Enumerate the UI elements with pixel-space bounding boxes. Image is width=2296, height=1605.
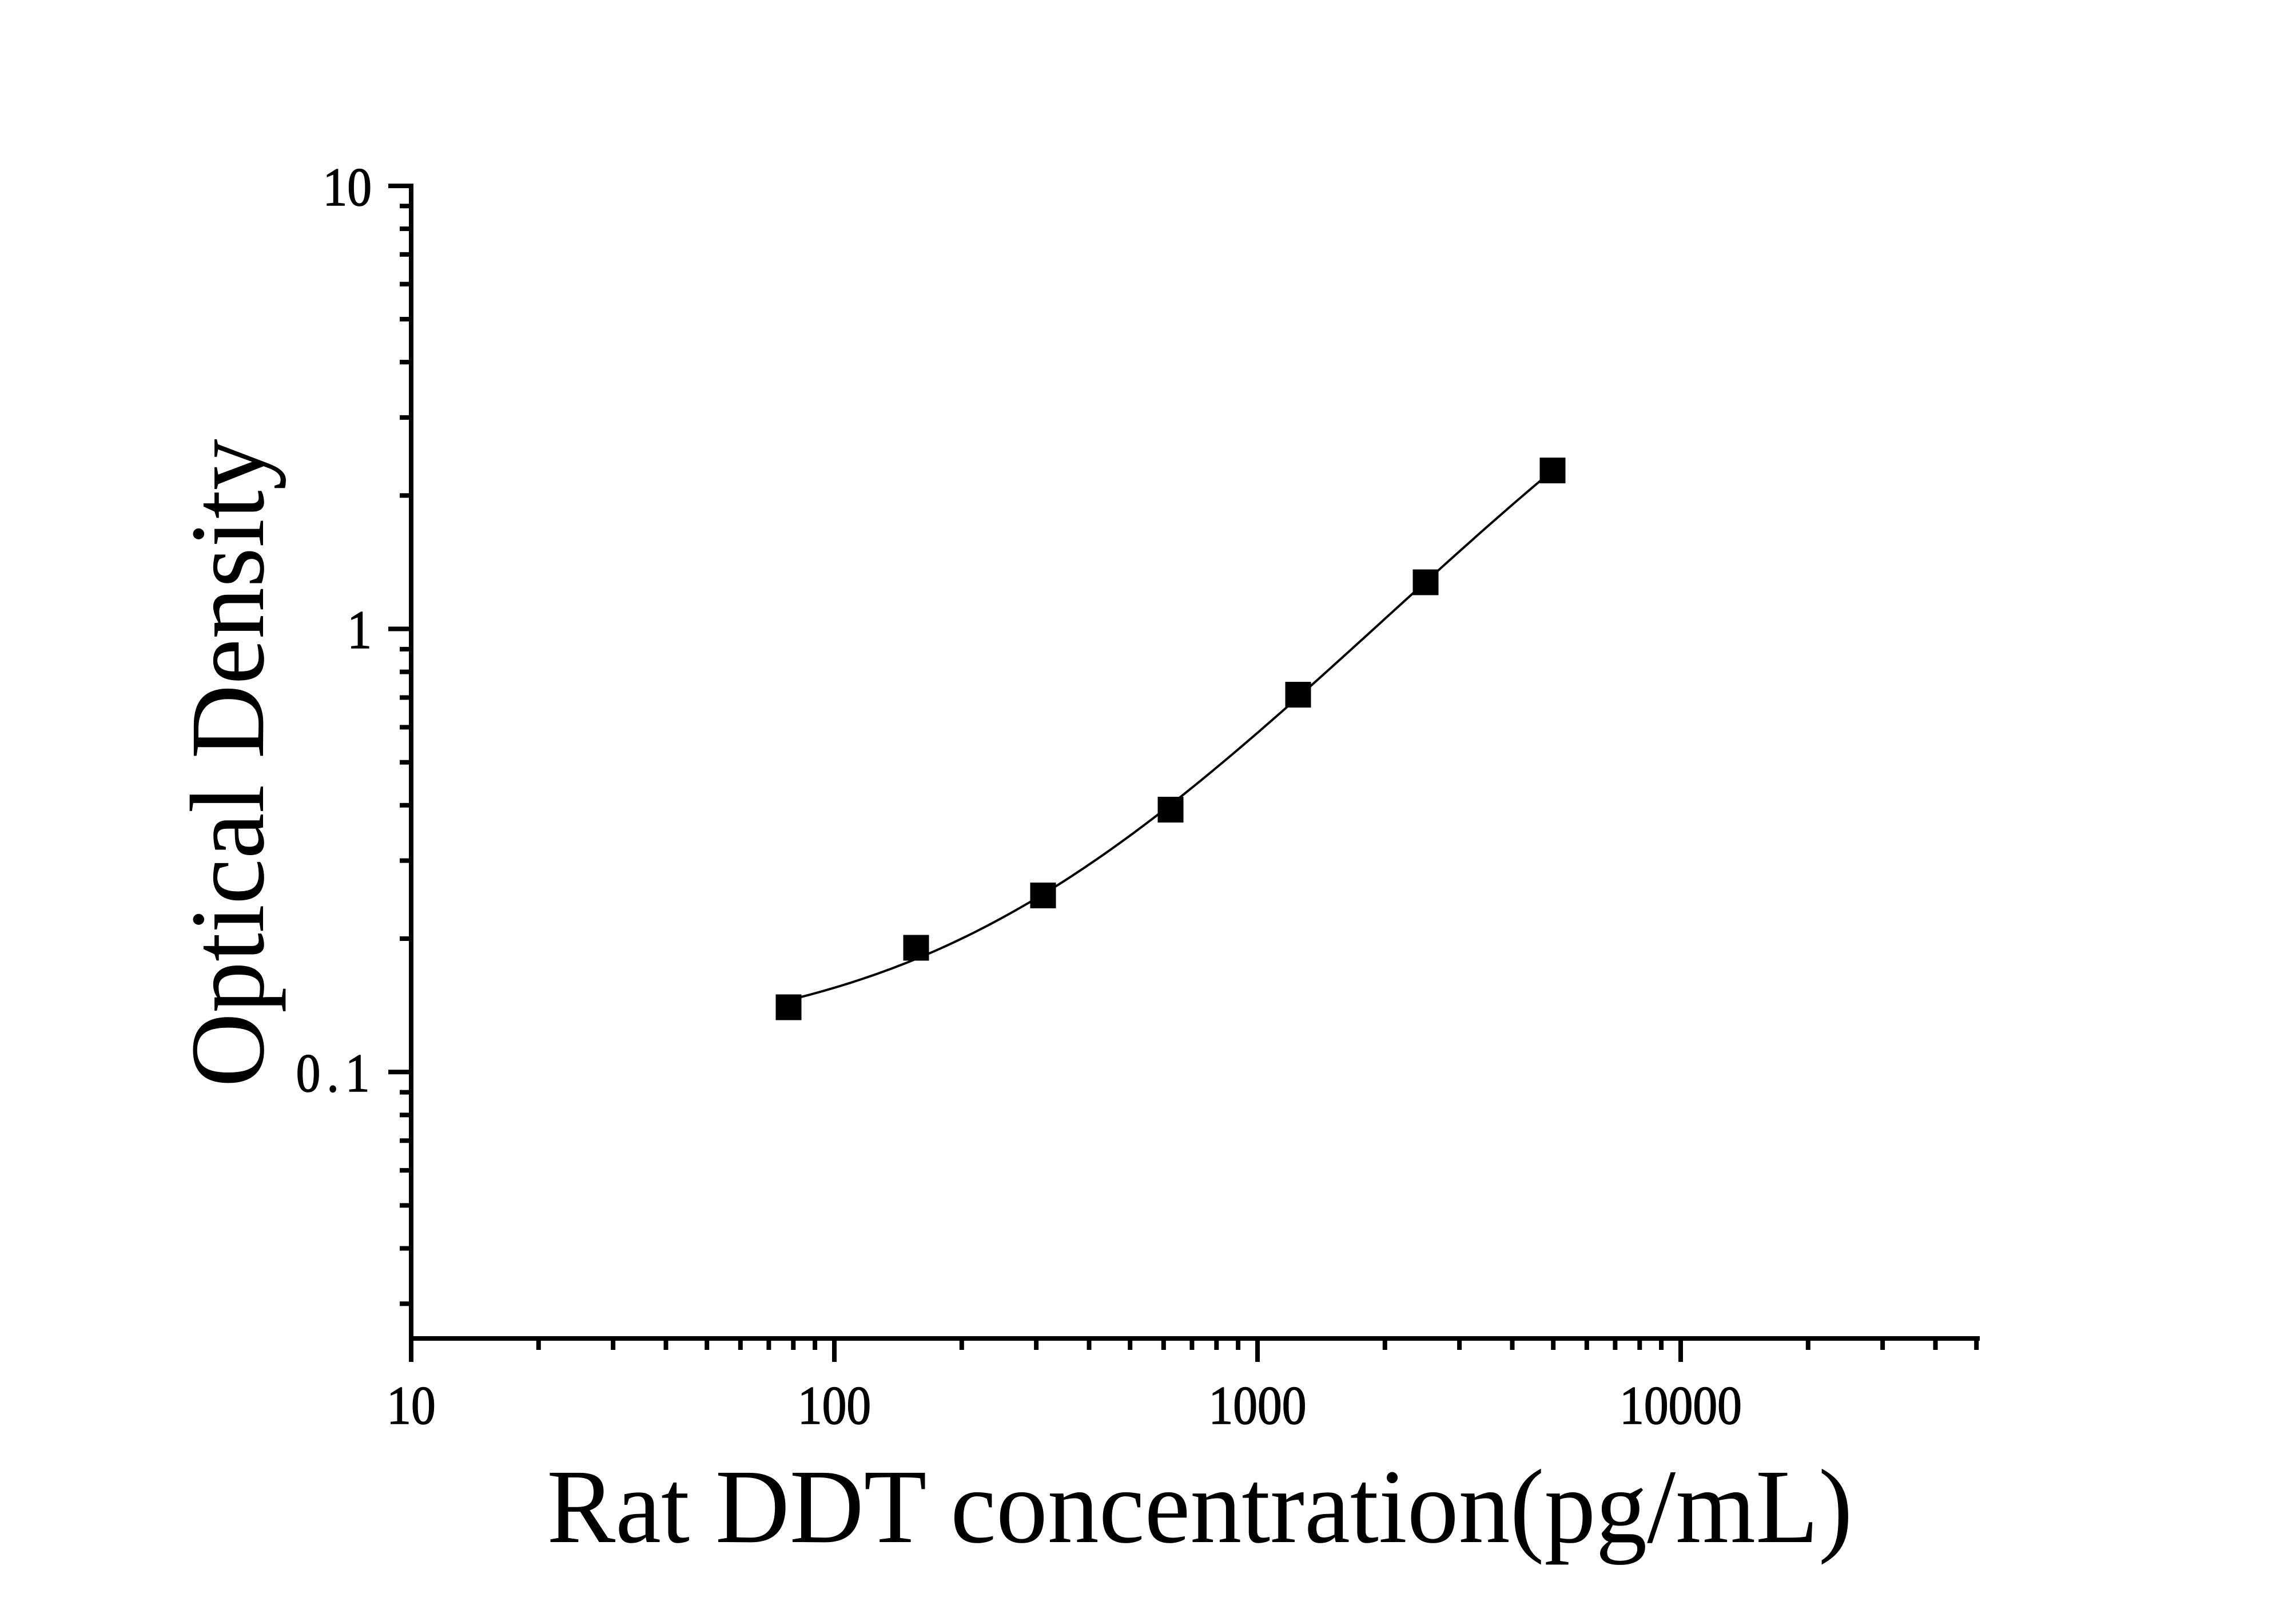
svg-text:10000: 10000 — [1619, 1375, 1742, 1436]
svg-text:Rat DDT concentration(pg/mL): Rat DDT concentration(pg/mL) — [547, 1448, 1852, 1566]
svg-text:10: 10 — [387, 1375, 435, 1436]
svg-text:1000: 1000 — [1209, 1375, 1307, 1436]
svg-text:1: 1 — [347, 599, 372, 660]
svg-text:Optical Density: Optical Density — [169, 439, 286, 1087]
svg-text:0.1: 0.1 — [296, 1043, 376, 1103]
svg-text:10: 10 — [323, 157, 372, 217]
svg-text:100: 100 — [798, 1375, 871, 1436]
